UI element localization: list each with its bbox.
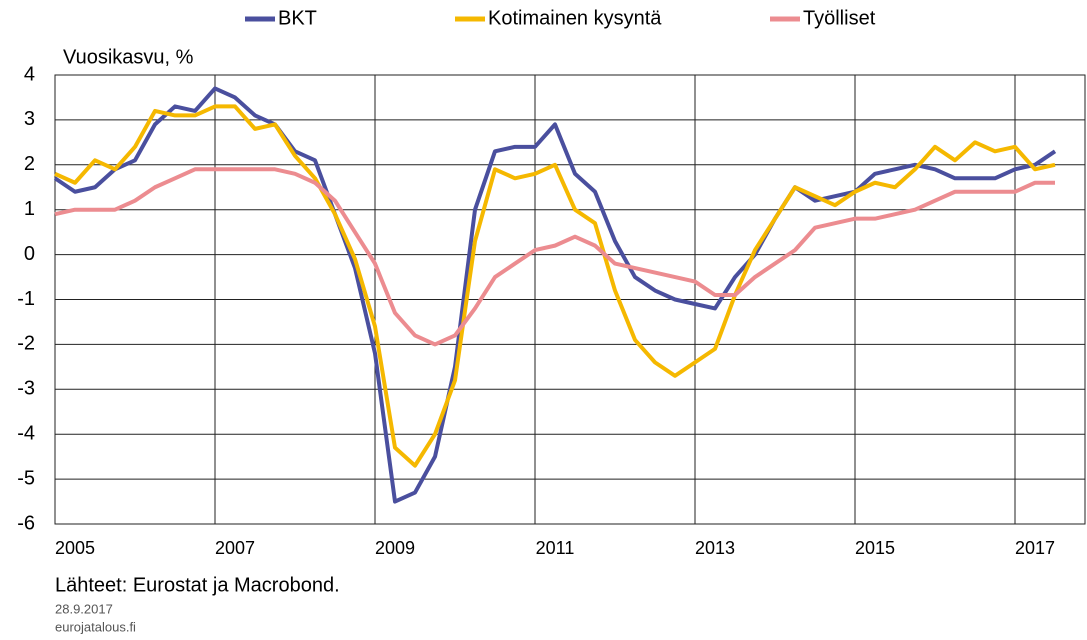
date: 28.9.2017: [55, 601, 113, 616]
plot-border: [54, 74, 1086, 525]
legend-label: BKT: [278, 7, 317, 29]
y-tick-label: 0: [24, 243, 35, 265]
legend-label: Työlliset: [803, 7, 876, 29]
y-tick-label: -2: [17, 333, 35, 355]
x-tick-label: 2007: [215, 538, 255, 558]
source: Lähteet: Eurostat ja Macrobond.: [55, 574, 340, 596]
series-line: [54, 104, 1056, 468]
y-tick-label: -3: [17, 378, 35, 400]
y-tick-label: 3: [24, 108, 35, 130]
series-line: [53, 86, 1057, 504]
x-tick-label: 2015: [855, 538, 895, 558]
x-tick-label: 2009: [375, 538, 415, 558]
y-tick-label: 4: [24, 63, 35, 85]
x-tick-label: 2005: [55, 538, 95, 558]
y-tick-label: 1: [24, 198, 35, 220]
series-line: [54, 167, 1055, 347]
y-tick-label: -4: [17, 422, 35, 444]
y-tick-label: -5: [17, 467, 35, 489]
x-tick-label: 2011: [536, 538, 575, 558]
legend-label: Kotimainen kysyntä: [488, 7, 662, 29]
x-tick-label: 2013: [695, 538, 735, 558]
y-axis-label: Vuosikasvu, %: [63, 46, 194, 68]
y-tick-label: -1: [17, 288, 35, 310]
y-tick-label: -6: [17, 512, 35, 534]
y-tick-label: 2: [24, 153, 35, 175]
site: eurojatalous.fi: [55, 619, 136, 634]
x-tick-label: 2017: [1015, 538, 1055, 558]
